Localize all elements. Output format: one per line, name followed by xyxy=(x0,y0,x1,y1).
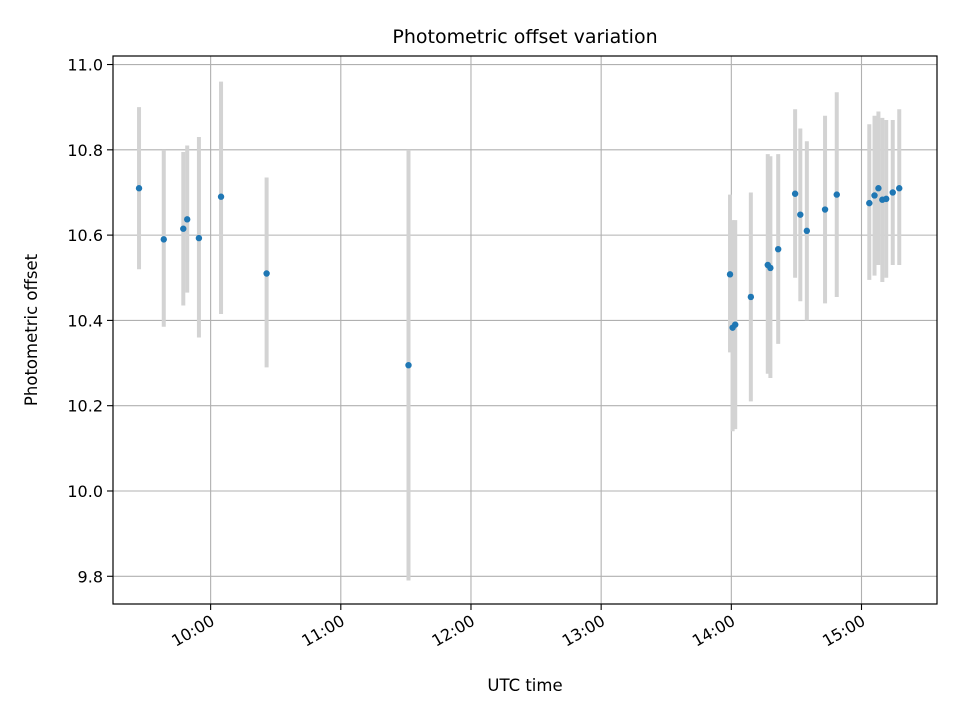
data-point xyxy=(774,245,782,253)
y-tick-label: 10.0 xyxy=(67,482,103,501)
data-point xyxy=(875,185,882,192)
data-point xyxy=(896,185,903,192)
data-point xyxy=(833,191,840,198)
data-point xyxy=(866,199,873,207)
data-point xyxy=(821,206,829,213)
data-point xyxy=(732,321,739,328)
chart-title: Photometric offset variation xyxy=(392,26,657,48)
data-point xyxy=(889,189,896,196)
data-point xyxy=(767,264,774,272)
y-tick-label: 10.8 xyxy=(67,141,103,160)
y-tick-label: 10.2 xyxy=(67,397,103,416)
data-point xyxy=(135,185,143,192)
data-point xyxy=(160,236,167,243)
data-point xyxy=(871,192,878,199)
y-tick-label: 10.4 xyxy=(67,311,103,330)
data-point xyxy=(797,211,804,218)
plot-frame xyxy=(112,55,938,605)
data-point xyxy=(217,193,225,200)
data-point xyxy=(180,225,187,232)
grid xyxy=(113,56,937,604)
y-tick-label: 9.8 xyxy=(78,567,103,586)
y-axis-label: Photometric offset xyxy=(22,253,41,406)
data-point xyxy=(803,227,811,235)
data-point xyxy=(747,293,755,301)
data-point xyxy=(263,270,270,277)
data-point xyxy=(183,216,191,223)
x-axis-label: UTC time xyxy=(487,676,562,695)
data-point xyxy=(195,234,203,242)
data-point xyxy=(791,190,799,197)
data-points xyxy=(135,185,903,369)
data-point xyxy=(405,361,412,369)
y-tick-label: 10.6 xyxy=(67,226,103,245)
data-point xyxy=(726,271,734,278)
y-tick-label: 11.0 xyxy=(67,56,103,75)
data-point xyxy=(883,195,890,203)
